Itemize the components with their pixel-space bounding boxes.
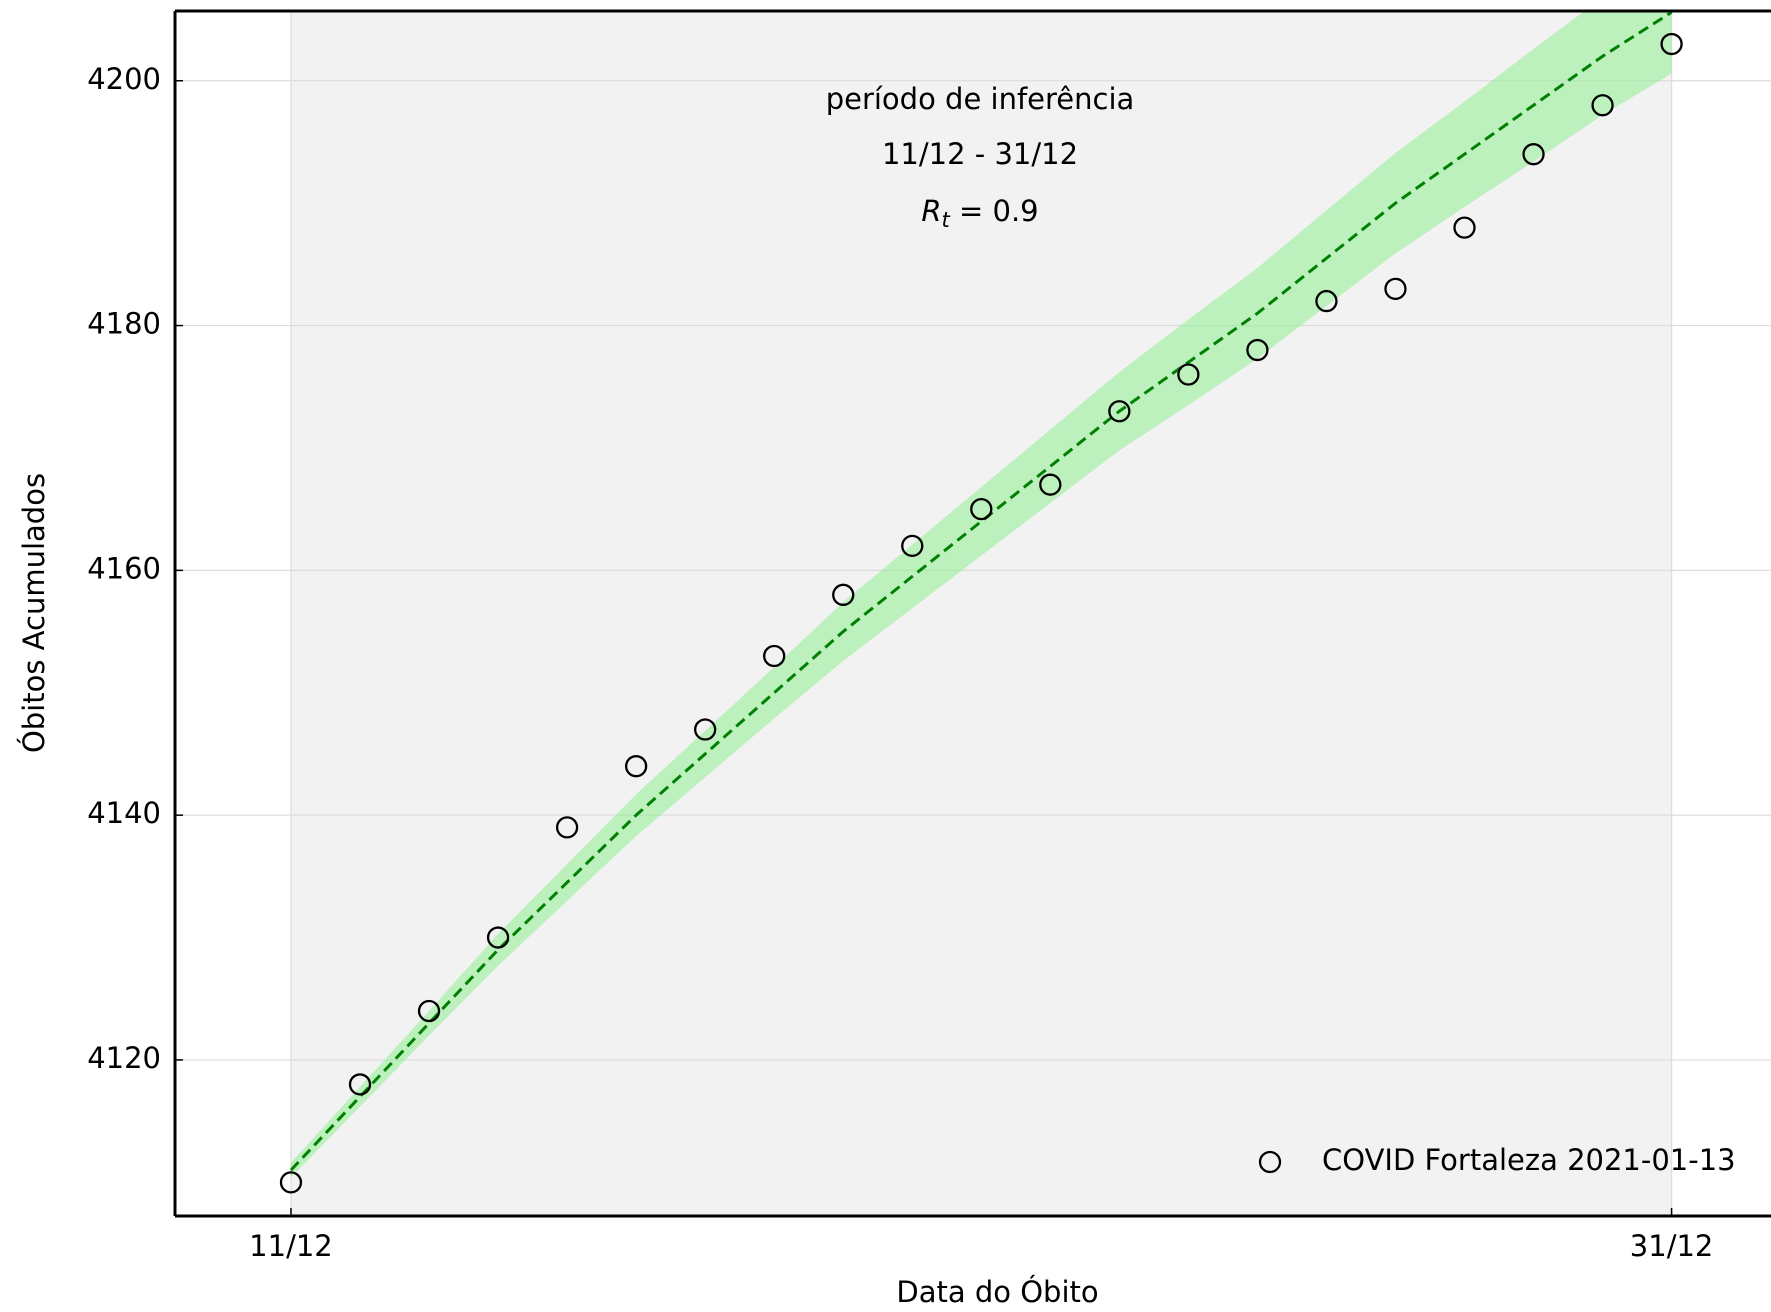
data-point [832, 583, 855, 606]
annotation-equation: Rt = 0.9 [921, 194, 1038, 232]
data-point [1108, 400, 1131, 423]
data-point [1591, 94, 1614, 117]
data-point [1246, 338, 1269, 362]
data-point [763, 644, 786, 668]
data-point [1660, 32, 1683, 56]
x-axis-label: Data do Óbito [896, 1275, 1098, 1309]
data-point [417, 999, 441, 1023]
data-point [1177, 363, 1200, 386]
y-tick-label: 4140 [87, 796, 161, 830]
data-point [694, 718, 717, 741]
x-tick-label: 11/12 [249, 1229, 333, 1263]
annotation-line: período de inferência [826, 82, 1135, 116]
subscript: t [942, 208, 951, 232]
data-point [901, 534, 924, 558]
equation: = 0.9 [950, 194, 1039, 228]
data-point [486, 926, 510, 949]
data-point [1315, 289, 1338, 313]
symbol: R [921, 194, 941, 228]
annotation-line: 11/12 - 31/12 [882, 137, 1078, 171]
y-axis-label: Óbitos Acumulados [17, 473, 51, 753]
x-tick-label: 31/12 [1630, 1229, 1714, 1263]
y-tick-label: 4180 [87, 307, 161, 341]
y-tick-label: 4120 [87, 1041, 161, 1075]
legend-marker [1258, 1150, 1282, 1174]
y-tick-label: 4160 [87, 551, 161, 585]
data-point [279, 1171, 303, 1194]
legend: COVID Fortaleza 2021-01-13 [1258, 1143, 1736, 1177]
data-point [348, 1073, 372, 1096]
legend-label: COVID Fortaleza 2021-01-13 [1322, 1143, 1736, 1177]
data-point [970, 498, 993, 521]
y-tick-label: 4200 [87, 62, 161, 96]
data-point [1039, 473, 1062, 496]
data-point [555, 816, 579, 839]
data-point [624, 755, 648, 778]
data-point [1453, 216, 1476, 239]
confidence-band [290, 11, 1672, 1178]
data-point [1384, 277, 1407, 300]
data-point [1522, 143, 1545, 166]
